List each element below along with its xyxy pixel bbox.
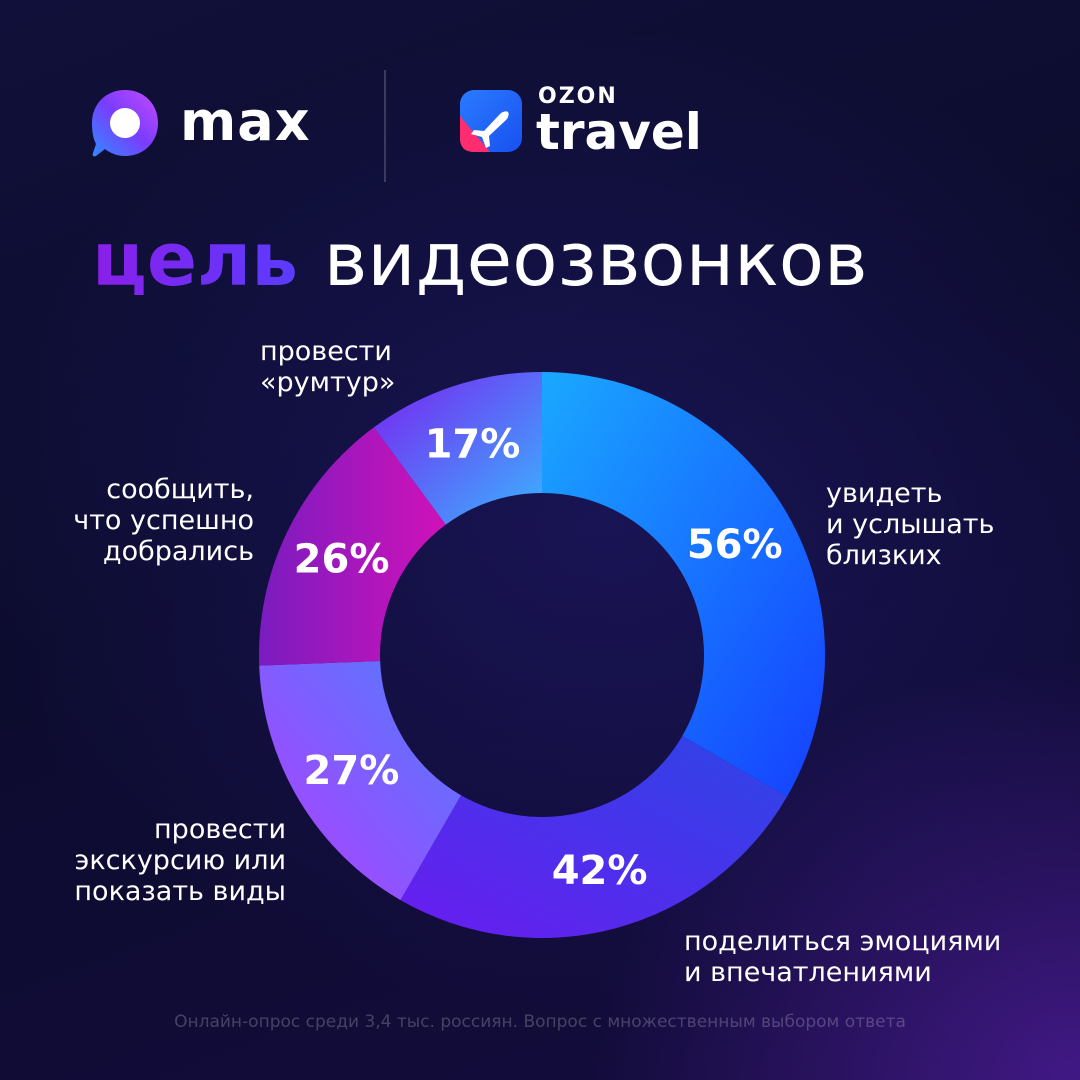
category-label-4: сообщить, что успешно добрались (73, 474, 254, 567)
donut-slice-4 (259, 427, 446, 666)
category-label-3: провести экскурсию или показать виды (74, 814, 286, 907)
ozon-brand-name: OZON (538, 84, 618, 109)
donut-slice-3 (259, 661, 461, 901)
header-divider (384, 70, 386, 182)
slice-value-label-3: 27% (304, 748, 400, 794)
max-chat-bubble-icon (92, 90, 158, 157)
slice-value-label-2: 42% (552, 848, 648, 894)
category-label-1: увидеть и услышать близких (826, 478, 995, 571)
ozon-travel-name: travel (536, 103, 702, 161)
slice-value-label-1: 56% (687, 522, 783, 568)
donut-slice-1 (542, 372, 826, 797)
category-label-2: поделиться эмоциями и впечатлениями (684, 926, 1002, 988)
max-brand-name: max (180, 90, 311, 153)
title-accent: цель (92, 217, 299, 303)
slice-value-label-4: 26% (294, 536, 390, 582)
slice-value-label-5: 17% (425, 422, 521, 468)
footnote: Онлайн-опрос среди 3,4 тыс. россиян. Воп… (174, 1012, 906, 1032)
category-label-5: провести «румтур» (260, 336, 396, 398)
donut-slice-5 (373, 372, 542, 525)
title-rest: видеозвонков (323, 217, 868, 303)
donut-slice-2 (400, 736, 788, 938)
page-title: цель видеозвонков (92, 218, 868, 302)
airplane-icon (460, 90, 522, 152)
